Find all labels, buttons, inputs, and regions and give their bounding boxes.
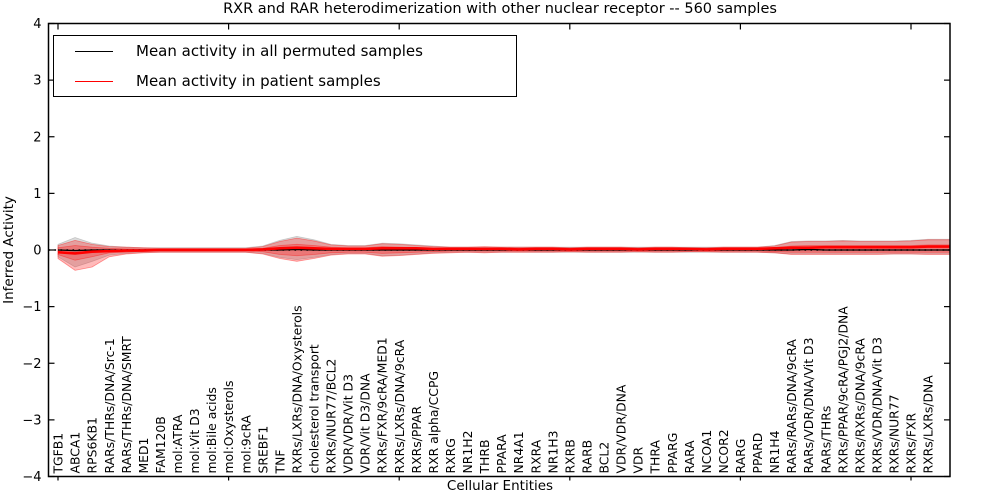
x-tick-label: RXRs/FXR/9cRA/MED1	[375, 337, 390, 473]
legend-label-permuted: Mean activity in all permuted samples	[136, 42, 423, 60]
x-tick-label: RXRs/RXRs/DNA/9cRA	[852, 338, 867, 474]
x-tick-label: RXRs/LXRs/DNA/9cRA	[392, 339, 407, 473]
x-axis-title: Cellular Entities	[446, 478, 554, 494]
y-tick-label: 0	[33, 244, 41, 259]
x-tick-label: THRB	[477, 440, 492, 475]
x-tick-label: RARG	[733, 439, 748, 474]
legend-item-permuted: Mean activity in all permuted samples	[54, 37, 516, 65]
x-tick-label: VDR/Vit D3/DNA	[358, 373, 373, 474]
x-tick-label: PPARA	[494, 434, 509, 474]
x-tick-label: RXRs/NUR77/BCL2	[324, 359, 339, 474]
x-tick-label: RXR alpha/CCPG	[426, 371, 441, 474]
x-tick-label: NCOA1	[699, 430, 714, 474]
x-tick-label: cholesterol transport	[307, 344, 322, 473]
x-tick-label: NR4A1	[511, 431, 526, 473]
x-tick-label: VDR	[631, 446, 646, 473]
x-tick-label: RARs/THRs/DNA/Src-1	[102, 338, 117, 473]
x-tick-label: PPARG	[665, 433, 680, 474]
legend-label-patient: Mean activity in patient samples	[136, 72, 381, 90]
x-tick-label: mol:Vit D3	[187, 408, 202, 473]
x-tick-label: BCL2	[597, 442, 612, 474]
x-tick-label: TGFB1	[51, 433, 66, 475]
x-tick-label: RARA	[682, 440, 697, 474]
x-tick-label: VDR/VDR/DNA	[614, 384, 629, 473]
legend: Mean activity in all permuted samples Me…	[53, 35, 517, 97]
x-tick-label: THRA	[648, 440, 663, 475]
x-tick-label: RXRB	[562, 439, 577, 473]
legend-line-sample-permuted	[75, 50, 113, 52]
x-tick-label: RPS6KB1	[85, 417, 100, 473]
x-tick-label: RXRs/VDR/DNA/Vit D3	[869, 337, 884, 473]
x-tick-label: FAM120B	[153, 416, 168, 473]
y-axis-title: Inferred Activity	[1, 196, 17, 304]
x-tick-label: RXRs/FXR	[904, 413, 919, 474]
y-tick-label: 1	[33, 187, 41, 202]
x-tick-label: mol:Oxysterols	[221, 381, 236, 474]
x-tick-label: PPARD	[750, 433, 765, 474]
x-tick-label: mol:9cRA	[238, 414, 253, 473]
x-tick-label: TNF	[272, 450, 287, 475]
x-tick-label: mol:ATRA	[170, 414, 185, 473]
x-tick-label: RARs/THRs	[818, 406, 833, 474]
chart-title: RXR and RAR heterodimerization with othe…	[223, 1, 777, 17]
x-tick-label: RXRs/PPAR/9cRA/PGJ2/DNA	[835, 306, 850, 474]
y-tick-label: −4	[22, 470, 41, 485]
band-patient-std	[57, 237, 951, 271]
y-tick-label: −1	[22, 300, 41, 315]
x-tick-label: NR1H4	[767, 430, 782, 473]
x-tick-label: NCOR2	[716, 429, 731, 473]
legend-line-sample-patient	[75, 80, 113, 82]
x-tick-label: RXRs/PPAR	[409, 406, 424, 474]
x-tick-label: RXRG	[443, 438, 458, 473]
y-tick-label: −3	[22, 413, 41, 428]
x-tick-label: RARB	[579, 440, 594, 474]
x-tick-label: RXRs/NUR77	[887, 394, 902, 473]
x-tick-label: VDR/VDR/Vit D3	[341, 374, 356, 473]
x-tick-label: RXRs/LXRs/DNA/Oxysterols	[289, 305, 304, 473]
x-tick-label: RARs/RARs/DNA/9cRA	[784, 339, 799, 474]
x-tick-label: MED1	[136, 438, 151, 474]
x-tick-label: SREBF1	[255, 426, 270, 474]
x-tick-label: NR1H3	[545, 431, 560, 474]
y-tick-label: 3	[33, 74, 41, 89]
x-tick-label: ABCA1	[68, 432, 83, 474]
y-tick-label: 4	[33, 17, 41, 32]
x-tick-label: NR1H2	[460, 431, 475, 474]
legend-item-patient: Mean activity in patient samples	[54, 67, 516, 95]
x-tick-label: RXRA	[528, 439, 543, 473]
x-tick-label: RARs/THRs/DNA/SMRT	[119, 336, 134, 474]
x-tick-label: RARs/VDR/DNA/Vit D3	[801, 338, 816, 474]
x-tick-label: RXRs/LXRs/DNA	[921, 375, 936, 474]
y-tick-label: 2	[33, 130, 41, 145]
x-tick-label: mol:Bile acids	[204, 387, 219, 473]
patient-mean-line	[57, 245, 950, 255]
y-tick-label: −2	[22, 357, 41, 372]
